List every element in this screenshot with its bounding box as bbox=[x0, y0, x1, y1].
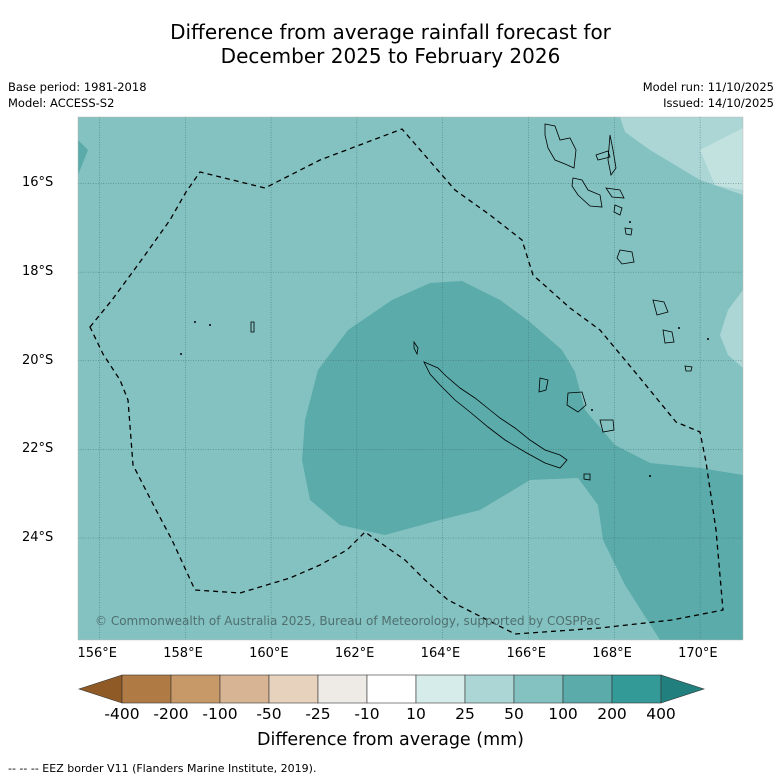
eez-border-line bbox=[89, 128, 724, 635]
legend-extend-high bbox=[660, 674, 705, 704]
legend-swatch bbox=[415, 674, 466, 704]
epi-island-coast bbox=[613, 204, 623, 216]
legend-label: -10 bbox=[354, 705, 380, 723]
walpole-coast bbox=[684, 365, 693, 372]
islet bbox=[209, 324, 211, 326]
lat-label: 20°S bbox=[22, 352, 54, 368]
legend-label: 50 bbox=[504, 705, 524, 723]
field-100-200-central bbox=[302, 281, 743, 640]
maewo-coast bbox=[607, 134, 617, 176]
lon-label: 170°E bbox=[678, 646, 718, 661]
legend-title: Difference from average (mm) bbox=[256, 730, 525, 750]
islet bbox=[180, 353, 182, 355]
lon-label: 162°E bbox=[334, 646, 375, 661]
legend-extend-low bbox=[78, 674, 123, 704]
tanna-coast bbox=[624, 227, 633, 236]
mare-coast bbox=[599, 419, 615, 433]
legend-label: -25 bbox=[305, 705, 331, 723]
legend-swatch bbox=[513, 674, 564, 704]
lat-label: 18°S bbox=[22, 264, 54, 280]
legend-colorbar bbox=[78, 674, 705, 704]
islet bbox=[649, 475, 651, 477]
legend-label: 200 bbox=[597, 705, 627, 723]
legend-swatch bbox=[562, 674, 613, 704]
legend-swatch bbox=[611, 674, 662, 704]
field-10-25-corner bbox=[700, 128, 743, 190]
legend-swatch bbox=[121, 674, 172, 704]
meta-right: Model run: 11/10/2025 Issued: 14/10/2025 bbox=[643, 79, 774, 111]
lifou-coast bbox=[566, 391, 587, 413]
new-caledonia-coast bbox=[423, 361, 568, 469]
base-period: Base period: 1981-2018 bbox=[8, 80, 147, 94]
map-title-line1: Difference from average rainfall forecas… bbox=[170, 20, 611, 44]
espiritu-santo-coast bbox=[544, 123, 577, 169]
islet bbox=[707, 338, 709, 340]
legend-swatch bbox=[366, 674, 417, 704]
rainfall-field bbox=[78, 117, 743, 640]
legend-label: -100 bbox=[202, 705, 238, 723]
graticule bbox=[78, 117, 743, 640]
legend-label: -200 bbox=[153, 705, 189, 723]
islet bbox=[591, 409, 593, 411]
legend-swatch bbox=[268, 674, 319, 704]
legend-swatch bbox=[219, 674, 270, 704]
islet bbox=[678, 327, 680, 329]
malekula-coast bbox=[571, 177, 603, 208]
lat-label: 16°S bbox=[22, 175, 54, 191]
erromango-coast bbox=[616, 249, 635, 265]
lon-label: 168°E bbox=[592, 646, 632, 661]
legend-label: 100 bbox=[548, 705, 578, 723]
legend-swatch bbox=[170, 674, 221, 704]
lat-label: 24°S bbox=[22, 530, 54, 546]
legend-swatch bbox=[317, 674, 368, 704]
lon-label: 164°E bbox=[420, 646, 461, 661]
belep-islands bbox=[413, 340, 419, 356]
isle-of-pines-coast bbox=[583, 473, 591, 481]
map-frame bbox=[77, 116, 744, 641]
coastlines bbox=[250, 123, 693, 481]
ambae-coast bbox=[595, 150, 611, 161]
field-25-50-east bbox=[720, 290, 743, 368]
model-name: Model: ACCESS-S2 bbox=[8, 96, 115, 110]
map-title-line2: December 2025 to February 2026 bbox=[220, 44, 561, 68]
hunter-matthew-coast bbox=[652, 299, 669, 316]
field-100-200-west bbox=[78, 140, 88, 175]
model-run: Model run: 11/10/2025 bbox=[642, 80, 774, 94]
small-islets bbox=[180, 221, 709, 477]
efate-coast bbox=[605, 187, 625, 199]
islet bbox=[194, 321, 196, 323]
legend-label: 400 bbox=[646, 705, 676, 723]
legend-label: -50 bbox=[256, 705, 282, 723]
lon-label: 158°E bbox=[163, 646, 203, 661]
legend-swatch bbox=[464, 674, 515, 704]
aneityum-coast bbox=[662, 329, 675, 344]
ouvea-coast bbox=[538, 377, 549, 393]
eez-footnote: -- -- -- EEZ border V11 (Flanders Marine… bbox=[8, 762, 317, 775]
lon-label: 156°E bbox=[77, 646, 117, 661]
issued-date: Issued: 14/10/2025 bbox=[663, 96, 774, 110]
legend-label: 25 bbox=[455, 705, 475, 723]
chesterfield-islands bbox=[250, 321, 255, 333]
lon-label: 166°E bbox=[506, 646, 546, 661]
islet bbox=[629, 221, 631, 223]
legend-label: 10 bbox=[406, 705, 426, 723]
copyright-notice: © Commonwealth of Australia 2025, Bureau… bbox=[95, 614, 601, 628]
legend-label: -400 bbox=[104, 705, 140, 723]
meta-left: Base period: 1981-2018 Model: ACCESS-S2 bbox=[8, 79, 147, 111]
eez-border bbox=[89, 128, 724, 635]
lon-label: 160°E bbox=[249, 646, 289, 661]
lat-label: 22°S bbox=[22, 441, 54, 457]
